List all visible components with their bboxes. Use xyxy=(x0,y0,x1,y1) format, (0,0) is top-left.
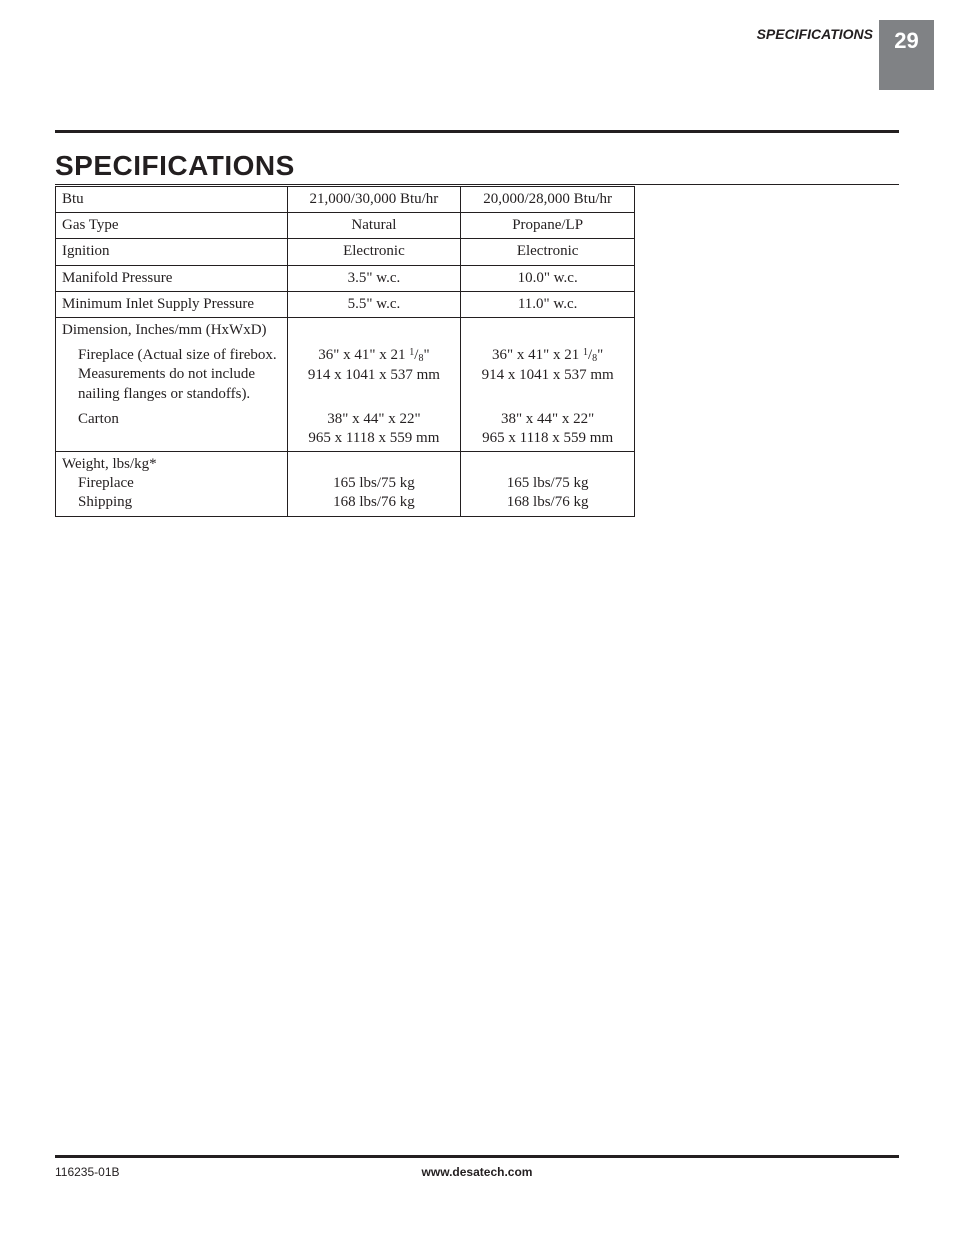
table-row: Manifold Pressure 3.5" w.c. 10.0" w.c. xyxy=(56,265,635,291)
spec-value xyxy=(287,317,461,343)
spec-value: 20,000/28,000 Btu/hr xyxy=(461,187,635,213)
spec-label: Minimum Inlet Supply Pressure xyxy=(56,291,288,317)
spec-value: 11.0" w.c. xyxy=(461,291,635,317)
footer-website: www.desatech.com xyxy=(422,1165,533,1179)
spec-value: Propane/LP xyxy=(461,213,635,239)
table-row: Gas Type Natural Propane/LP xyxy=(56,213,635,239)
fireplace-dim-label-text: Fireplace (Actual size of firebox. Measu… xyxy=(62,346,281,404)
table-row: Ignition Electronic Electronic xyxy=(56,239,635,265)
footer-spacer xyxy=(896,1165,899,1179)
spec-value: 5.5" w.c. xyxy=(287,291,461,317)
page-title: SPECIFICATIONS xyxy=(55,150,295,182)
spec-label: Gas Type xyxy=(56,213,288,239)
table-row: Carton 38" x 44" x 22" 965 x 1118 x 559 … xyxy=(56,407,635,452)
spec-value: 21,000/30,000 Btu/hr xyxy=(287,187,461,213)
page-footer: 116235-01B www.desatech.com xyxy=(55,1165,899,1179)
spec-value: 165 lbs/75 kg 168 lbs/76 kg xyxy=(461,452,635,517)
spec-value: 10.0" w.c. xyxy=(461,265,635,291)
spec-label: Btu xyxy=(56,187,288,213)
spec-value: 36" x 41" x 21 1/8" 914 x 1041 x 537 mm xyxy=(461,343,635,407)
table-row: Weight, lbs/kg* Fireplace Shipping 165 l… xyxy=(56,452,635,517)
header-section-label: SPECIFICATIONS xyxy=(757,26,873,42)
spec-value: Electronic xyxy=(461,239,635,265)
weight-shipping-label: Shipping xyxy=(62,493,132,512)
top-divider xyxy=(55,130,899,133)
weight-fireplace-label: Fireplace xyxy=(62,474,134,493)
spec-value: 38" x 44" x 22" 965 x 1118 x 559 mm xyxy=(461,407,635,452)
table-row: Dimension, Inches/mm (HxWxD) xyxy=(56,317,635,343)
page-number: 29 xyxy=(894,28,918,54)
spec-value xyxy=(461,317,635,343)
spec-value: 165 lbs/75 kg 168 lbs/76 kg xyxy=(287,452,461,517)
weight-label: Weight, lbs/kg* Fireplace Shipping xyxy=(56,452,288,517)
doc-number: 116235-01B xyxy=(55,1165,120,1179)
spec-value: Electronic xyxy=(287,239,461,265)
specifications-table: Btu 21,000/30,000 Btu/hr 20,000/28,000 B… xyxy=(55,186,635,517)
weight-header: Weight, lbs/kg* xyxy=(62,456,157,472)
spec-value: 3.5" w.c. xyxy=(287,265,461,291)
spec-value: 36" x 41" x 21 1/8" 914 x 1041 x 537 mm xyxy=(287,343,461,407)
carton-dim-label-text: Carton xyxy=(62,410,281,429)
bottom-divider xyxy=(55,1155,899,1158)
spec-value: Natural xyxy=(287,213,461,239)
spec-label: Manifold Pressure xyxy=(56,265,288,291)
table-row: Btu 21,000/30,000 Btu/hr 20,000/28,000 B… xyxy=(56,187,635,213)
spec-label: Ignition xyxy=(56,239,288,265)
table-row: Fireplace (Actual size of firebox. Measu… xyxy=(56,343,635,407)
fireplace-dim-label: Fireplace (Actual size of firebox. Measu… xyxy=(56,343,288,407)
title-underline xyxy=(55,184,899,185)
page-number-tab: 29 xyxy=(879,20,934,90)
page-header: SPECIFICATIONS 29 xyxy=(0,20,954,90)
spec-value: 38" x 44" x 22" 965 x 1118 x 559 mm xyxy=(287,407,461,452)
carton-dim-label: Carton xyxy=(56,407,288,452)
dimension-header: Dimension, Inches/mm (HxWxD) xyxy=(56,317,288,343)
table-row: Minimum Inlet Supply Pressure 5.5" w.c. … xyxy=(56,291,635,317)
